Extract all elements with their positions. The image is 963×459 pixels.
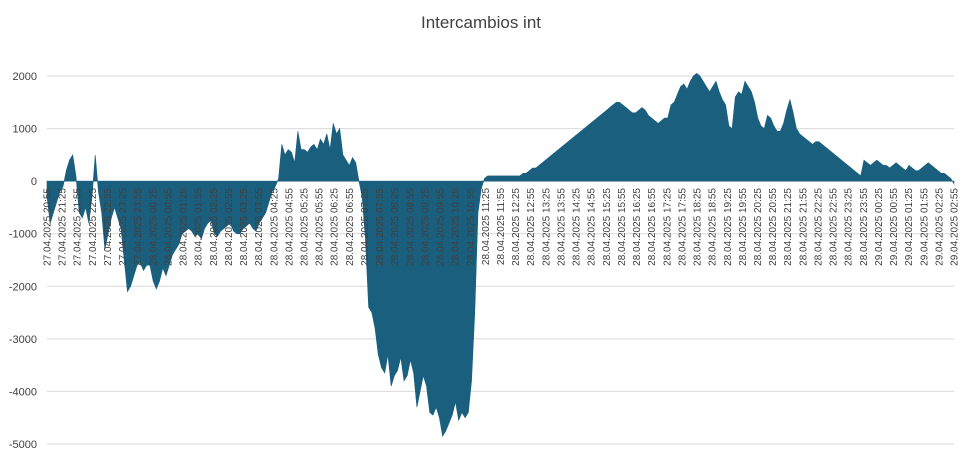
x-tick-label: 28.04.2025 03:55 xyxy=(254,188,265,266)
x-tick-label: 27.04.2025 23:25 xyxy=(118,188,129,266)
x-tick-label: 28.04.2025 13:25 xyxy=(541,188,552,266)
series-area xyxy=(46,72,955,437)
x-tick-label: 28.04.2025 02:25 xyxy=(209,188,220,266)
x-tick-label: 28.04.2025 19:55 xyxy=(738,188,749,266)
x-tick-label: 27.04.2025 22:25 xyxy=(88,188,99,266)
x-tick-label: 28.04.2025 08:25 xyxy=(390,188,401,266)
y-tick-label: -4000 xyxy=(9,386,37,398)
x-tick-label: 28.04.2025 18:25 xyxy=(693,188,704,266)
x-tick-label: 28.04.2025 09:25 xyxy=(420,188,431,266)
x-tick-label: 28.04.2025 00:55 xyxy=(163,188,174,266)
x-tick-label: 28.04.2025 01:25 xyxy=(179,188,190,266)
x-tick-label: 28.04.2025 15:55 xyxy=(617,188,628,266)
x-tick-label: 28.04.2025 17:25 xyxy=(662,188,673,266)
x-tick-label: 28.04.2025 06:55 xyxy=(345,188,356,266)
x-tick-label: 28.04.2025 05:55 xyxy=(315,188,326,266)
x-tick-label: 27.04.2025 21:55 xyxy=(73,188,84,266)
chart-title: Intercambios int xyxy=(421,13,541,32)
x-tick-label: 28.04.2025 02:55 xyxy=(224,188,235,266)
x-tick-label: 28.04.2025 23:55 xyxy=(859,188,870,266)
x-tick-label: 29.04.2025 01:55 xyxy=(919,188,930,266)
y-axis-tick-labels: 2000 1000 0 -1000 -2000 -3000 -4000 -5000 xyxy=(9,71,37,451)
x-tick-label: 28.04.2025 23:25 xyxy=(844,188,855,266)
x-tick-label: 29.04.2025 00:55 xyxy=(889,188,900,266)
x-tick-label: 28.04.2025 05:25 xyxy=(299,188,310,266)
x-tick-label: 28.04.2025 20:25 xyxy=(753,188,764,266)
x-axis-tick-labels: 27.04.2025 20:55 27.04.2025 21:25 27.04.20… xyxy=(43,188,961,266)
x-tick-label: 27.04.2025 23:55 xyxy=(133,188,144,266)
x-tick-label: 29.04.2025 02:25 xyxy=(934,188,945,266)
y-tick-label: -2000 xyxy=(9,281,37,293)
x-tick-label: 27.04.2025 22:55 xyxy=(103,188,114,266)
x-tick-label: 28.04.2025 07:25 xyxy=(360,188,371,266)
x-tick-label: 28.04.2025 00:25 xyxy=(148,188,159,266)
x-tick-label: 28.04.2025 01:55 xyxy=(194,188,205,266)
y-tick-label: 2000 xyxy=(13,71,37,83)
x-tick-label: 28.04.2025 10:55 xyxy=(466,188,477,266)
x-tick-label: 28.04.2025 12:55 xyxy=(526,188,537,266)
x-tick-label: 28.04.2025 16:55 xyxy=(647,188,658,266)
x-tick-label: 28.04.2025 04:55 xyxy=(284,188,295,266)
x-tick-label: 28.04.2025 21:55 xyxy=(798,188,809,266)
x-tick-label: 28.04.2025 08:55 xyxy=(405,188,416,266)
x-tick-label: 28.04.2025 14:25 xyxy=(572,188,583,266)
x-tick-label: 27.04.2025 21:25 xyxy=(58,188,69,266)
x-tick-label: 28.04.2025 19:25 xyxy=(723,188,734,266)
x-tick-label: 29.04.2025 01:25 xyxy=(904,188,915,266)
y-tick-label: 1000 xyxy=(13,124,37,136)
y-tick-label: -5000 xyxy=(9,439,37,451)
series-layer xyxy=(46,72,955,437)
x-tick-label: 28.04.2025 03:25 xyxy=(239,188,250,266)
x-tick-label: 28.04.2025 09:55 xyxy=(436,188,447,266)
x-tick-label: 28.04.2025 14:55 xyxy=(587,188,598,266)
y-tick-label: -1000 xyxy=(9,229,37,241)
x-tick-label: 28.04.2025 22:55 xyxy=(829,188,840,266)
x-tick-label: 28.04.2025 04:25 xyxy=(269,188,280,266)
x-tick-label: 29.04.2025 02:55 xyxy=(950,188,961,266)
x-tick-label: 28.04.2025 11:25 xyxy=(481,188,492,266)
x-tick-label: 28.04.2025 15:25 xyxy=(602,188,613,266)
x-tick-label: 28.04.2025 22:25 xyxy=(813,188,824,266)
x-tick-label: 28.04.2025 10:25 xyxy=(451,188,462,266)
x-tick-label: 28.04.2025 20:55 xyxy=(768,188,779,266)
x-tick-label: 27.04.2025 20:55 xyxy=(43,188,54,266)
y-tick-label: 0 xyxy=(31,176,37,188)
x-tick-label: 29.04.2025 00:25 xyxy=(874,188,885,266)
x-tick-label: 28.04.2025 11:55 xyxy=(496,188,507,266)
x-tick-label: 28.04.2025 13:55 xyxy=(556,188,567,266)
x-tick-label: 28.04.2025 06:25 xyxy=(330,188,341,266)
x-tick-label: 28.04.2025 07:55 xyxy=(375,188,386,266)
x-tick-label: 28.04.2025 12:25 xyxy=(511,188,522,266)
x-tick-label: 28.04.2025 18:55 xyxy=(708,188,719,266)
x-tick-label: 28.04.2025 16:25 xyxy=(632,188,643,266)
x-tick-label: 28.04.2025 21:25 xyxy=(783,188,794,266)
y-tick-label: -3000 xyxy=(9,334,37,346)
x-tick-label: 28.04.2025 17:55 xyxy=(677,188,688,266)
